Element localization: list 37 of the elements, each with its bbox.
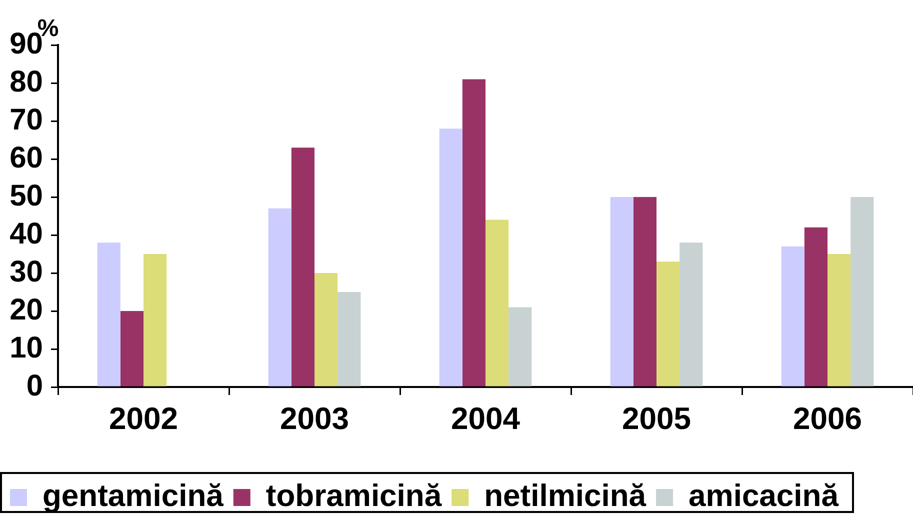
bar [338,292,361,386]
y-tick-label: 60 [10,141,43,174]
bar [633,197,656,386]
bar [656,262,680,386]
y-tick-label: 10 [10,331,43,364]
y-tick-label: 80 [10,65,43,98]
x-tick-label: 2006 [793,401,862,436]
bar [804,227,828,386]
bar [314,273,338,386]
bar [120,311,144,386]
bar [508,307,532,386]
legend-label: gentamicină [42,478,224,514]
bar [680,242,703,386]
legend-label: amicacină [688,478,840,514]
y-tick-label: 70 [10,103,43,136]
legend-label: tobramicină [266,478,442,514]
y-tick-label: 30 [10,255,43,288]
legend-label: netilmicină [484,478,647,514]
bar [97,242,120,386]
x-tick-label: 2005 [622,401,691,436]
bar [486,220,509,386]
bar [610,197,634,386]
x-tick-label: 2004 [451,401,521,436]
bar [268,208,292,386]
bar [439,128,462,386]
y-tick-label: 50 [10,179,43,212]
bar [144,254,167,386]
x-tick-label: 2002 [109,401,178,436]
y-tick-label: 0 [26,369,43,402]
bar [291,148,314,386]
bar [462,79,486,386]
bar [828,254,851,386]
bar [781,246,804,386]
bar [850,197,874,386]
x-tick-label: 2003 [280,401,349,436]
y-tick-label: 20 [10,293,43,326]
y-tick-label: 40 [10,217,43,250]
